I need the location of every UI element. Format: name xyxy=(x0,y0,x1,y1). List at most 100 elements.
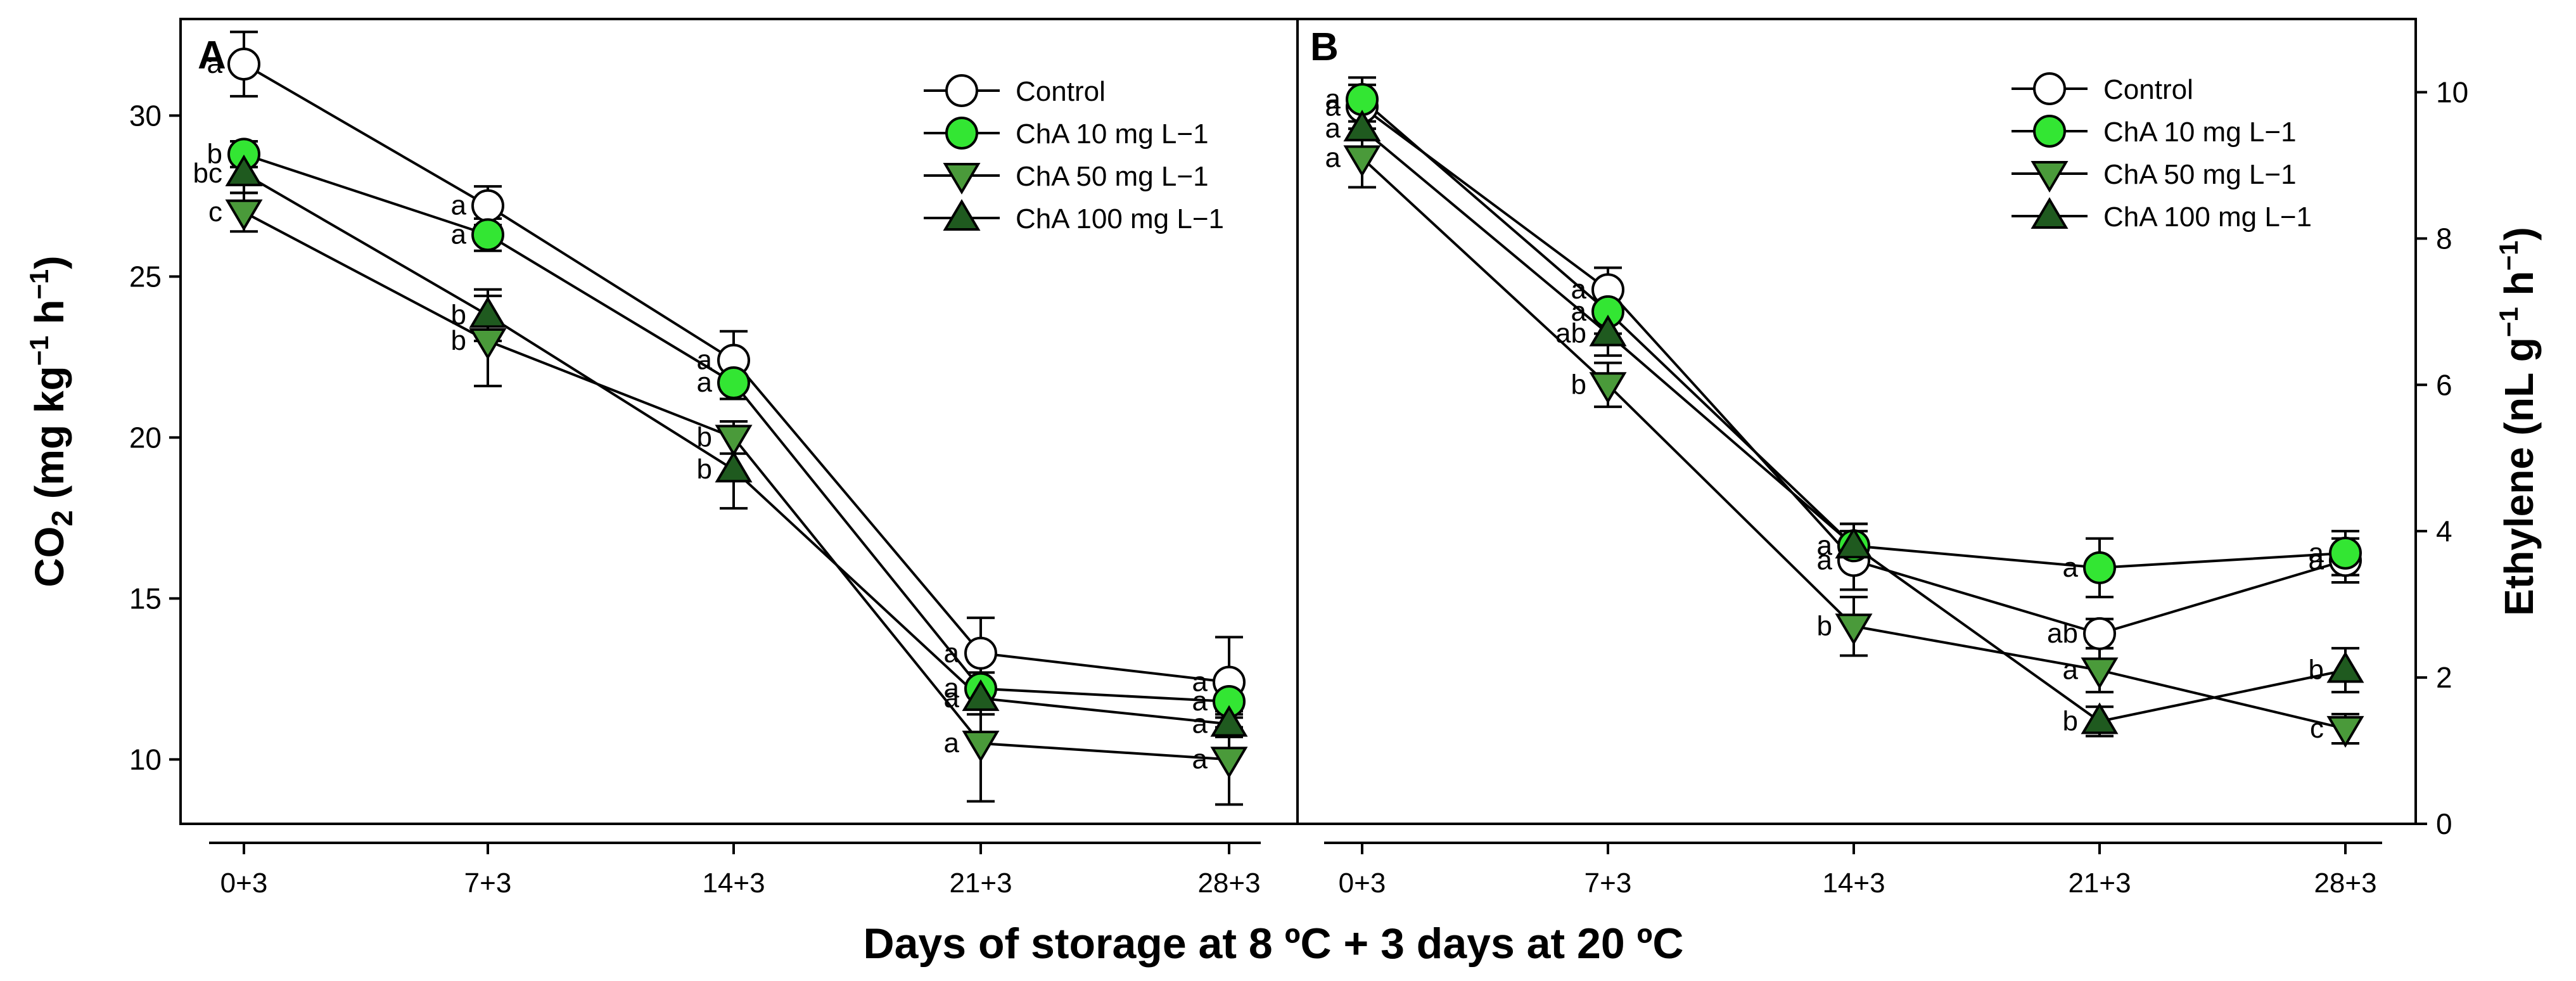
panel-a-significance-letter: a xyxy=(944,683,960,714)
panel-b-legend-marker xyxy=(2031,197,2069,229)
panel-a-significance-letter: a xyxy=(1192,743,1208,774)
panel-b-legend-label: ChA 50 mg L−1 xyxy=(2103,159,2297,190)
panel-a-data-point xyxy=(225,199,263,231)
y-axis-title-a: CO2 (mg kg−1 h−1) xyxy=(24,255,79,587)
panel-a-series-line xyxy=(243,211,1230,761)
panel-a-x-tick-label: 21+3 xyxy=(949,868,1012,899)
panel-b-x-tick-label: 21+3 xyxy=(2068,868,2131,899)
panel-b-frame xyxy=(1296,18,2417,825)
panel-a-significance-letter: a xyxy=(697,367,713,398)
panel-b-x-tick-label: 14+3 xyxy=(1822,868,1885,899)
panel-b-significance-letter: ab xyxy=(1555,317,1586,349)
panel-a-legend-label: ChA 100 mg L−1 xyxy=(1016,203,1224,234)
panel-b-significance-letter: b xyxy=(1571,369,1586,400)
panel-b-y-tick-label: 2 xyxy=(2436,661,2452,694)
panel-b-significance-letter: a xyxy=(1571,296,1587,327)
panel-a-label: A xyxy=(198,34,226,77)
panel-a-significance-letter: a xyxy=(1192,666,1208,697)
panel-b-y-tick-label: 8 xyxy=(2436,222,2452,255)
panel-b-data-point xyxy=(2326,651,2364,683)
panel-b-significance-letter: a xyxy=(1325,91,1341,122)
panel-b-significance-letter: a xyxy=(2309,544,2324,575)
panel-b-significance-letter: a xyxy=(1817,530,1833,561)
panel-a-data-point xyxy=(471,218,504,252)
panel-b-y-tick-label: 6 xyxy=(2436,368,2452,401)
panel-a-significance-letter: a xyxy=(1192,708,1208,740)
panel-a-data-point xyxy=(717,366,750,400)
panel-a-significance-letter: a xyxy=(697,344,713,375)
panel-a-y-tick-label: 20 xyxy=(129,421,162,454)
panel-b-significance-letter: a xyxy=(1571,274,1587,305)
panel-b-significance-letter: a xyxy=(2063,552,2079,583)
panel-b-significance-letter: b xyxy=(1817,610,1832,641)
panel-a-legend-marker xyxy=(943,199,981,231)
panel-b-significance-letter: a xyxy=(2309,537,2324,568)
panel-b-x-tick-label: 28+3 xyxy=(2314,868,2376,899)
panel-b-legend-label: ChA 100 mg L−1 xyxy=(2103,202,2312,233)
panel-b-significance-letter: b xyxy=(2063,705,2078,736)
panel-b-significance-letter: a xyxy=(1817,530,1833,561)
panel-b-significance-letter: b xyxy=(2309,655,2324,686)
panel-b-x-tick-label: 0+3 xyxy=(1339,868,1386,899)
panel-a-data-point xyxy=(964,636,997,670)
y-axis-title-b: Ethylene (nL g−1 h−1) xyxy=(2494,227,2542,616)
panel-b-data-point xyxy=(1835,527,1873,559)
panel-a-x-tick-label: 0+3 xyxy=(220,868,268,899)
panel-a-x-tick-label: 14+3 xyxy=(702,868,765,899)
panel-b-data-point xyxy=(1589,314,1627,347)
panel-b-significance-letter: a xyxy=(1325,142,1341,173)
panel-a-significance-letter: a xyxy=(451,190,467,221)
panel-b-significance-letter: c xyxy=(2310,713,2324,744)
panel-b-y-tick-label: 4 xyxy=(2436,515,2452,548)
panel-b-x-tick-label: 7+3 xyxy=(1584,868,1632,899)
x-axis-title: Days of storage at 8 ºC + 3 days at 20 º… xyxy=(864,920,1684,968)
panel-b-data-point xyxy=(2329,536,2362,570)
panel-b-legend-marker xyxy=(2033,72,2066,105)
panel-a-significance-letter: a xyxy=(1192,686,1208,717)
panel-a-legend-marker xyxy=(945,74,978,107)
panel-b-data-point xyxy=(1835,613,1873,646)
panel-a-legend-marker xyxy=(945,117,978,150)
panel-a-legend-marker xyxy=(943,163,981,195)
panel-a-data-point xyxy=(715,425,753,457)
panel-b-significance-letter: a xyxy=(1817,544,1833,575)
panel-b-legend-marker xyxy=(2031,161,2069,193)
panel-b-y-tick-label: 10 xyxy=(2436,75,2468,108)
panel-a-significance-letter: b xyxy=(207,138,222,169)
panel-b-data-point xyxy=(1343,145,1381,177)
panel-a-significance-letter: a xyxy=(944,728,960,759)
panel-a-data-point xyxy=(962,679,1000,711)
panel-a-data-point xyxy=(1210,747,1248,779)
panel-a-significance-letter: b xyxy=(697,454,712,485)
panel-a-data-point xyxy=(1210,705,1248,737)
panel-a-significance-letter: b xyxy=(697,421,712,452)
panel-a-significance-letter: c xyxy=(208,196,222,228)
panel-a-x-tick-label: 7+3 xyxy=(464,868,512,899)
panel-b-legend-label: ChA 10 mg L−1 xyxy=(2103,117,2297,148)
panel-a-y-tick-label: 15 xyxy=(129,582,162,615)
panel-a-significance-letter: bc xyxy=(193,158,222,189)
panel-a-legend-label: ChA 10 mg L−1 xyxy=(1016,119,1209,150)
panel-b-significance-letter: ab xyxy=(2047,618,2078,649)
panel-a-significance-letter: a xyxy=(451,219,467,250)
panel-a-legend-label: Control xyxy=(1016,76,1106,107)
panel-a-data-point xyxy=(227,48,260,81)
panel-b-significance-letter: a xyxy=(2063,655,2079,686)
panel-a-significance-letter: b xyxy=(451,325,466,356)
panel-a-y-tick-label: 25 xyxy=(129,260,162,293)
panel-b-significance-letter: a xyxy=(1325,113,1341,144)
panel-b-label: B xyxy=(1310,25,1339,69)
panel-a-significance-letter: b xyxy=(451,299,466,330)
panel-a-data-point xyxy=(962,731,1000,762)
panel-b-data-point xyxy=(2081,657,2119,689)
panel-a-significance-letter: a xyxy=(944,673,960,704)
panel-b-data-point xyxy=(2083,551,2116,584)
panel-b-data-point xyxy=(2326,715,2364,748)
panel-b-data-point xyxy=(2081,702,2119,734)
panel-a-y-tick-label: 30 xyxy=(129,99,162,132)
panel-a-data-point xyxy=(469,296,507,328)
panel-a-data-point xyxy=(225,154,263,186)
